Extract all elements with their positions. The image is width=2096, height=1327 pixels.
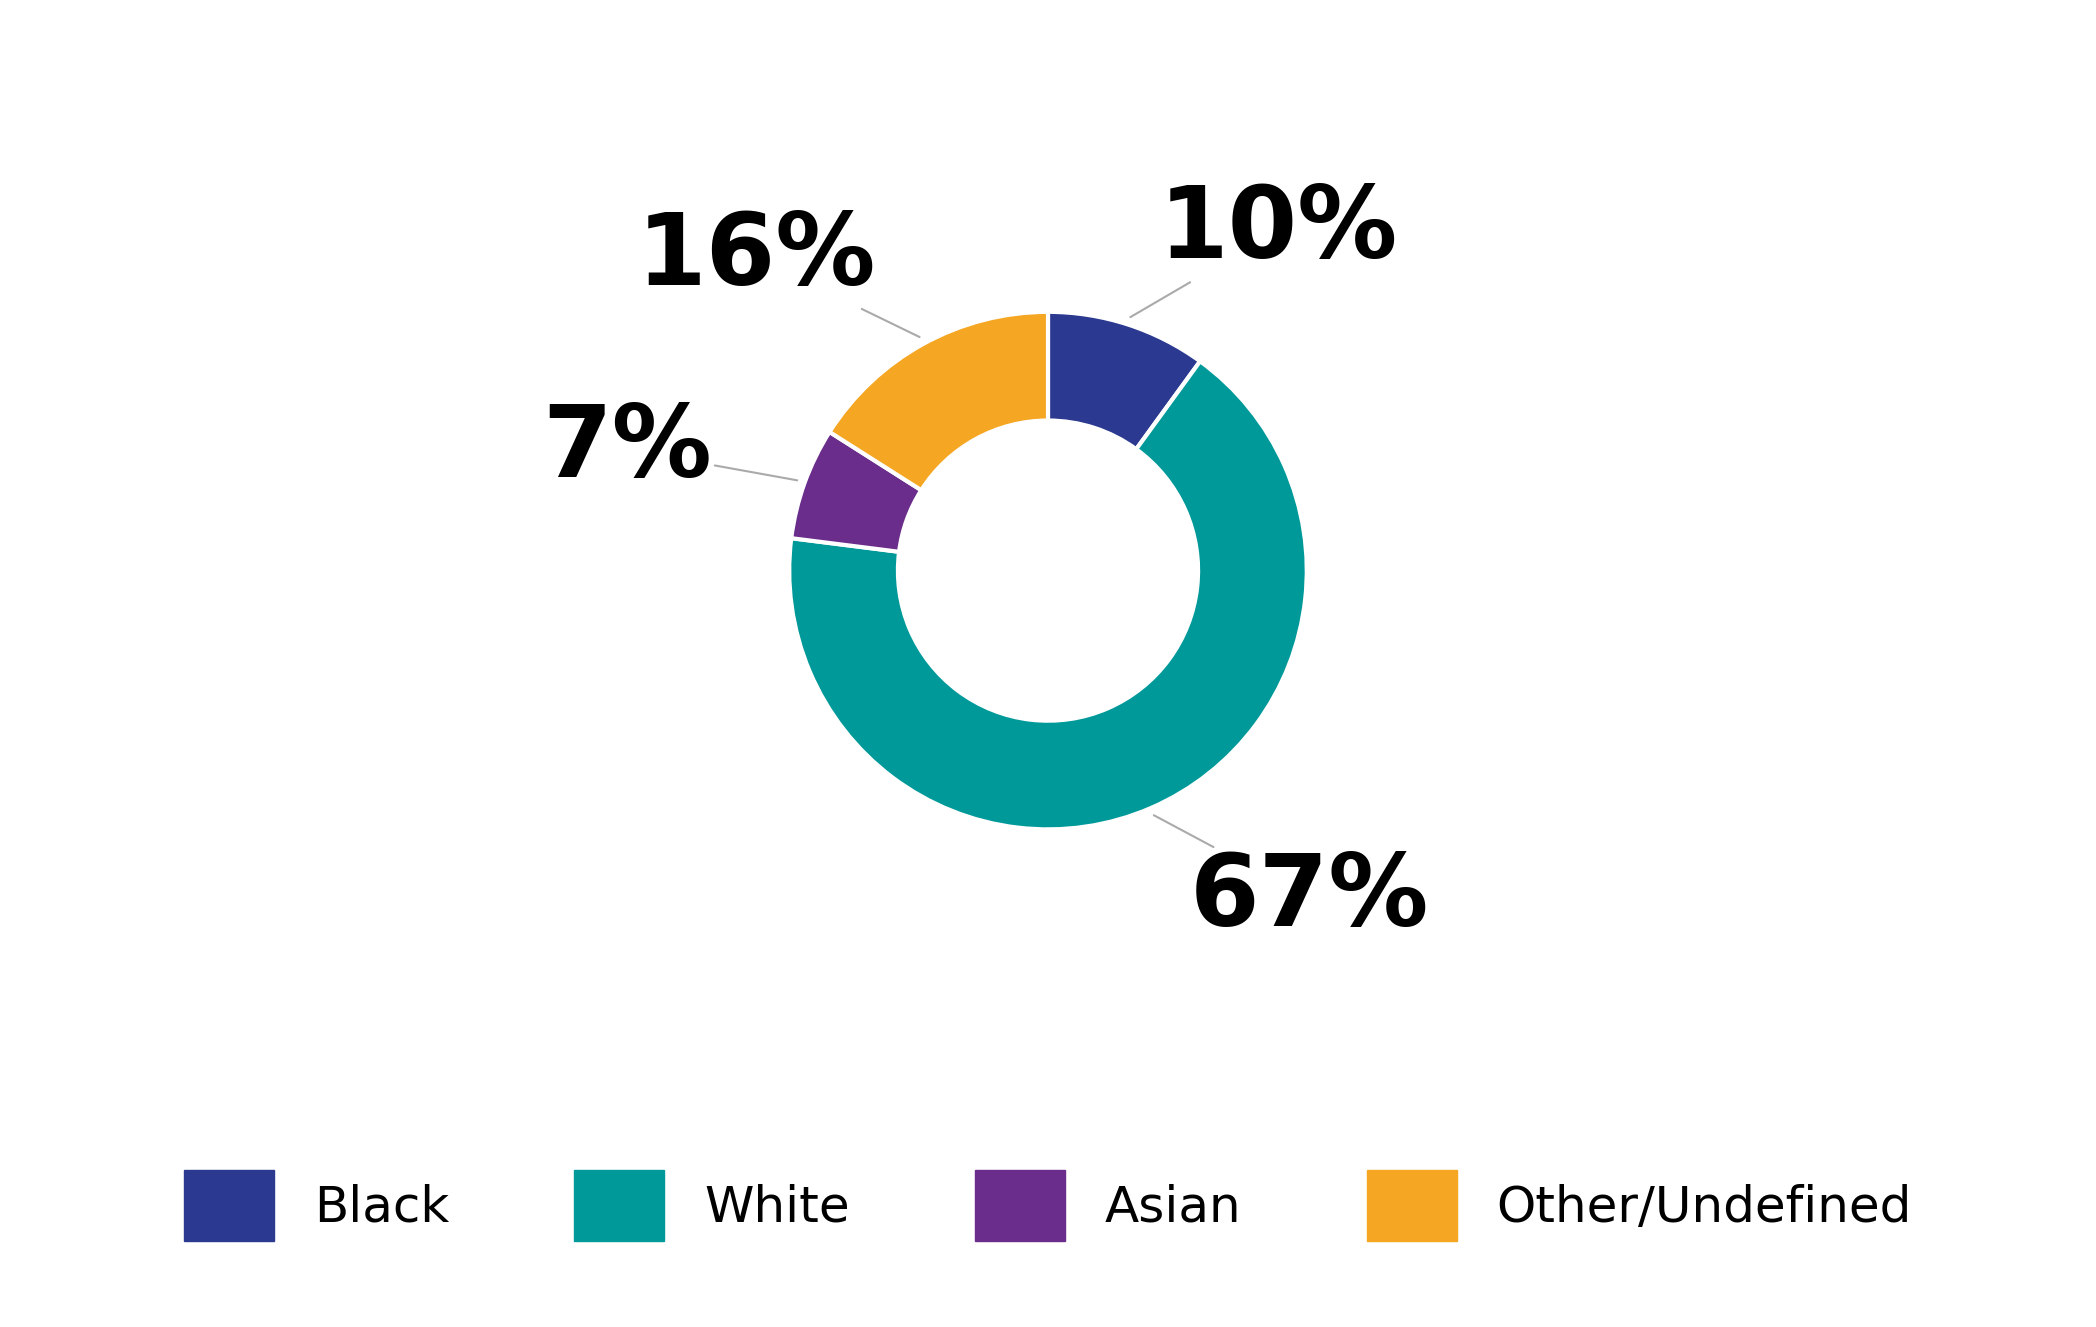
Wedge shape (1048, 312, 1201, 450)
Wedge shape (830, 312, 1048, 490)
Text: 10%: 10% (1130, 183, 1398, 317)
Text: 7%: 7% (543, 401, 796, 498)
Legend: Black, White, Asian, Other/Undefined: Black, White, Asian, Other/Undefined (134, 1120, 1962, 1291)
Wedge shape (792, 433, 922, 552)
Wedge shape (790, 361, 1306, 829)
Text: 16%: 16% (637, 210, 920, 337)
Text: 67%: 67% (1155, 815, 1429, 947)
